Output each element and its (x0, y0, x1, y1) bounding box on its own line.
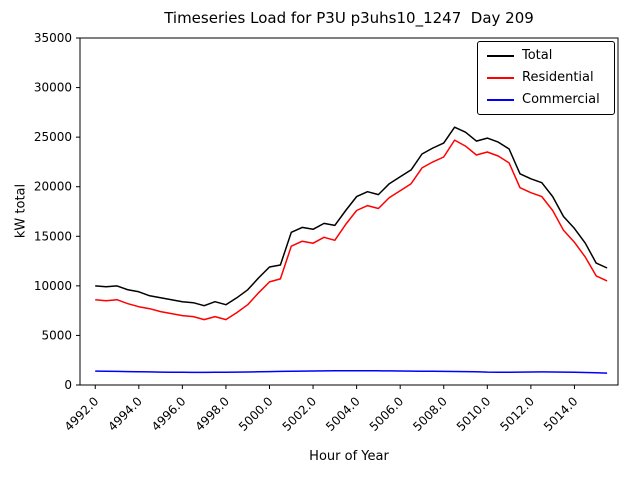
legend: Total Residential Commercial (477, 41, 615, 115)
svg-text:25000: 25000 (34, 130, 72, 144)
y-axis-label: kW total (13, 183, 29, 239)
svg-text:5014.0: 5014.0 (541, 394, 581, 434)
chart-title: Timeseries Load for P3U p3uhs10_1247 Day… (164, 9, 534, 27)
svg-text:20000: 20000 (34, 180, 72, 194)
svg-text:4994.0: 4994.0 (105, 394, 145, 434)
x-axis-label: Hour of Year (309, 449, 389, 464)
svg-text:5004.0: 5004.0 (323, 394, 363, 434)
svg-text:35000: 35000 (34, 31, 72, 45)
svg-text:5000: 5000 (41, 328, 72, 342)
svg-text:15000: 15000 (34, 229, 72, 243)
svg-text:5006.0: 5006.0 (367, 394, 407, 434)
svg-text:5008.0: 5008.0 (410, 394, 450, 434)
svg-text:4996.0: 4996.0 (149, 394, 189, 434)
svg-text:5000.0: 5000.0 (236, 394, 276, 434)
svg-text:5010.0: 5010.0 (454, 394, 494, 434)
legend-line-residential (487, 77, 514, 79)
svg-text:5012.0: 5012.0 (497, 394, 537, 434)
svg-text:0: 0 (64, 378, 72, 392)
svg-text:4998.0: 4998.0 (192, 394, 232, 434)
legend-label-total: Total (522, 48, 553, 63)
svg-text:5002.0: 5002.0 (280, 394, 320, 434)
legend-entry-residential: Residential (487, 71, 605, 85)
svg-text:30000: 30000 (34, 81, 72, 95)
legend-line-total (487, 55, 514, 57)
legend-label-residential: Residential (522, 70, 594, 85)
svg-text:4992.0: 4992.0 (62, 394, 102, 434)
legend-label-commercial: Commercial (522, 92, 600, 107)
legend-entry-total: Total (487, 49, 605, 63)
svg-text:10000: 10000 (34, 279, 72, 293)
legend-entry-commercial: Commercial (487, 93, 605, 107)
legend-line-commercial (487, 99, 514, 101)
